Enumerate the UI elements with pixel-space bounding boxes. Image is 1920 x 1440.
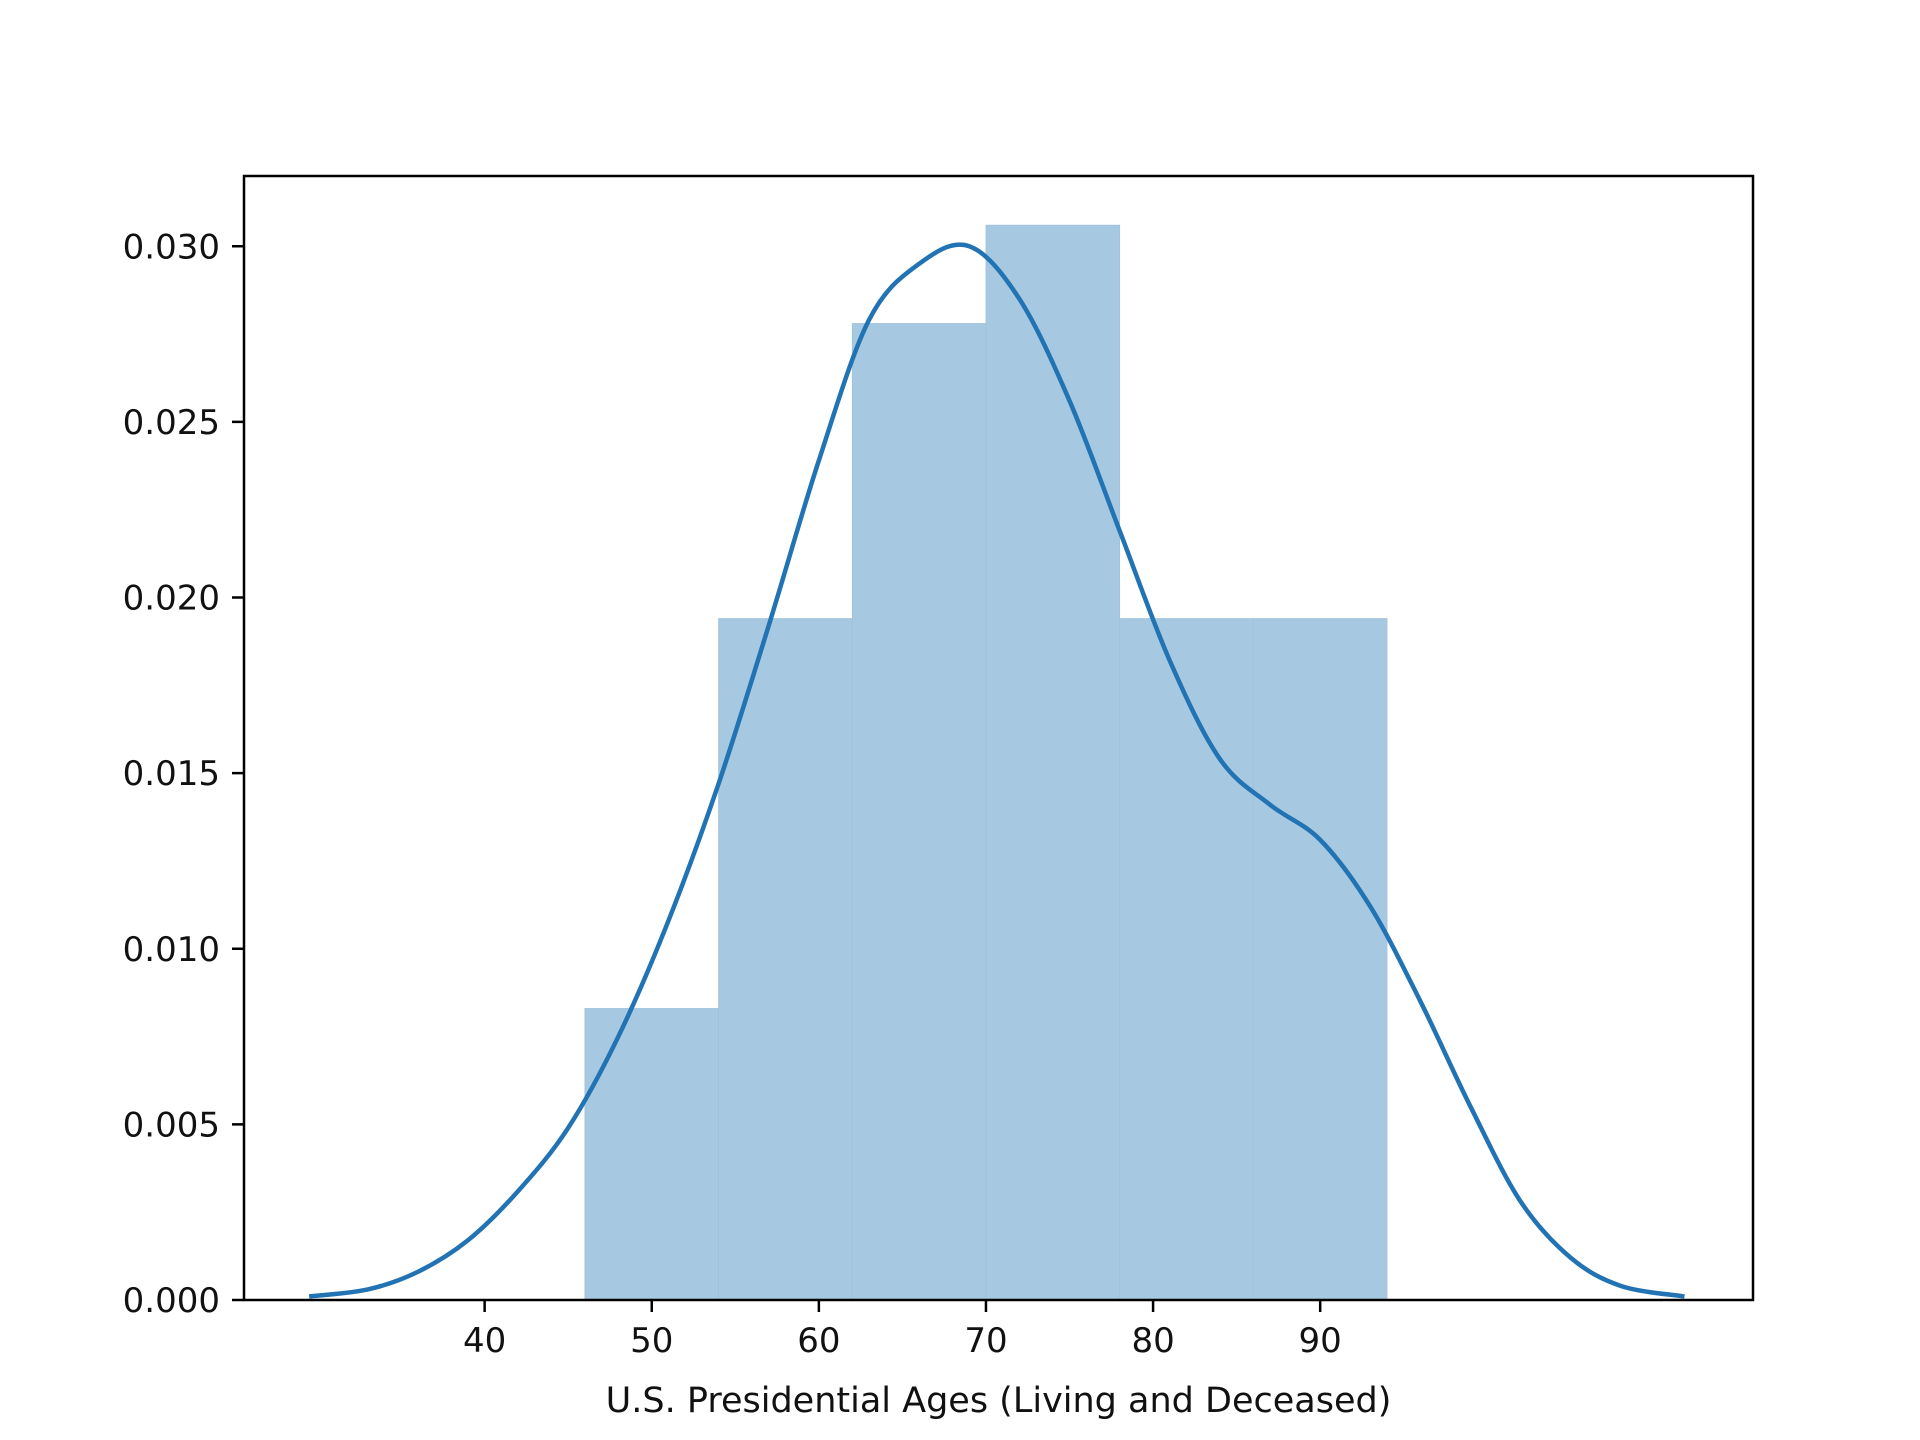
histogram-bar-2	[718, 618, 853, 1301]
histogram-bar-4	[985, 224, 1121, 1301]
x-tick-label: 40	[463, 1321, 506, 1361]
y-tick-label: 0.025	[123, 403, 220, 443]
kde-line	[308, 242, 1685, 1299]
y-tick-label: 0.020	[123, 579, 220, 619]
histogram-bar-1	[584, 1008, 719, 1301]
y-tick-label: 0.010	[123, 930, 220, 970]
x-axis-ticks: 40 50 60 70 80 90	[463, 1300, 1342, 1361]
x-tick-label: 80	[1131, 1321, 1174, 1361]
histogram-bar-5	[1119, 618, 1254, 1301]
histogram-bars	[584, 224, 1388, 1301]
y-tick-label: 0.030	[123, 227, 220, 267]
x-tick-label: 60	[797, 1321, 840, 1361]
plot-frame	[242, 174, 1755, 1302]
x-tick-label: 50	[630, 1321, 673, 1361]
y-tick-label: 0.000	[123, 1281, 220, 1321]
histogram-bar-3	[851, 323, 987, 1301]
x-tick-label: 70	[964, 1321, 1007, 1361]
y-tick-label: 0.005	[123, 1105, 220, 1145]
y-tick-label: 0.015	[123, 754, 220, 794]
x-axis-label: U.S. Presidential Ages (Living and Decea…	[606, 1381, 1392, 1421]
kde-curve-layer	[308, 242, 1685, 1299]
histogram-bar-6	[1252, 618, 1388, 1301]
x-tick-label: 90	[1299, 1321, 1342, 1361]
y-axis-ticks: 0.000 0.005 0.010 0.015 0.020 0.025 0.030	[123, 227, 244, 1321]
